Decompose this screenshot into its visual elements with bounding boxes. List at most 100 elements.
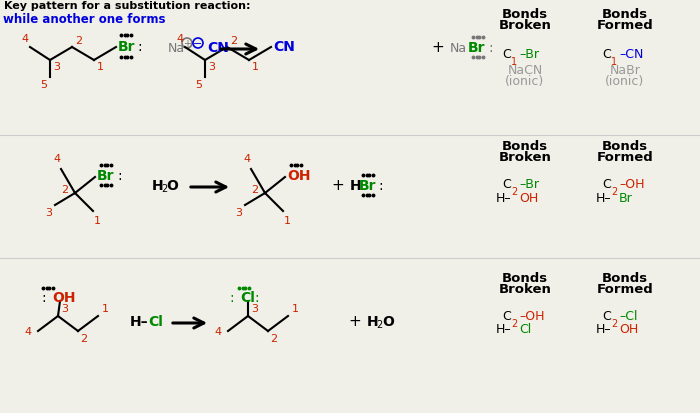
Text: :: : xyxy=(254,290,258,304)
Text: Cl: Cl xyxy=(519,323,531,336)
Text: H: H xyxy=(152,178,164,192)
Text: +: + xyxy=(349,314,361,329)
Text: 3: 3 xyxy=(53,62,60,72)
Text: 4: 4 xyxy=(25,326,32,336)
Text: (ionic): (ionic) xyxy=(606,74,645,87)
Text: Br: Br xyxy=(97,169,115,183)
Text: Cl: Cl xyxy=(148,314,163,328)
Text: –CN: –CN xyxy=(619,47,643,60)
Text: Broken: Broken xyxy=(498,151,552,164)
Text: Br: Br xyxy=(468,41,486,55)
Text: 4: 4 xyxy=(53,154,61,164)
Text: 3: 3 xyxy=(235,207,242,218)
Text: 3: 3 xyxy=(251,303,258,313)
Text: Na: Na xyxy=(450,41,467,55)
Text: O: O xyxy=(166,178,178,192)
Text: OH: OH xyxy=(519,191,538,204)
Text: H: H xyxy=(367,314,379,328)
Text: :: : xyxy=(378,178,383,192)
Text: 4: 4 xyxy=(215,326,222,336)
Text: Br: Br xyxy=(118,40,136,54)
Text: 3: 3 xyxy=(46,207,52,218)
Text: +: + xyxy=(432,40,444,55)
Text: –Br: –Br xyxy=(519,47,539,60)
Text: –Br: –Br xyxy=(519,177,539,190)
Text: Br: Br xyxy=(619,191,633,204)
Text: 2: 2 xyxy=(611,187,617,197)
Text: +: + xyxy=(332,178,344,193)
Text: Bonds: Bonds xyxy=(602,271,648,284)
Text: 3: 3 xyxy=(61,303,68,313)
Text: 1: 1 xyxy=(97,62,104,72)
Text: 5: 5 xyxy=(40,80,47,90)
Text: 2: 2 xyxy=(80,333,87,343)
Text: H–: H– xyxy=(596,323,611,336)
Text: Key pattern for a substitution reaction:: Key pattern for a substitution reaction: xyxy=(4,1,254,11)
Text: :: : xyxy=(117,169,122,183)
Text: 2: 2 xyxy=(511,318,517,328)
Text: C: C xyxy=(503,177,511,190)
Text: Br: Br xyxy=(359,178,377,192)
Text: (ionic): (ionic) xyxy=(505,74,545,87)
Text: H–: H– xyxy=(496,323,511,336)
Text: 2: 2 xyxy=(161,183,167,194)
Text: Formed: Formed xyxy=(596,282,653,295)
Text: :: : xyxy=(230,290,234,304)
Text: 2: 2 xyxy=(251,185,258,195)
Text: 2: 2 xyxy=(75,36,82,46)
Text: Na: Na xyxy=(168,41,185,55)
Text: C: C xyxy=(602,47,611,60)
Text: 3: 3 xyxy=(208,62,215,72)
Text: 4: 4 xyxy=(22,34,29,44)
Text: :: : xyxy=(41,290,46,304)
Text: :: : xyxy=(488,41,493,55)
Text: O: O xyxy=(382,314,394,328)
Text: NaCN: NaCN xyxy=(508,63,542,76)
Text: C: C xyxy=(602,177,611,190)
Text: H–: H– xyxy=(596,191,611,204)
Text: −: − xyxy=(193,39,203,49)
Text: NaBr: NaBr xyxy=(610,63,641,76)
Text: CN: CN xyxy=(207,41,229,55)
Text: while another one forms: while another one forms xyxy=(3,13,165,26)
Text: 2: 2 xyxy=(376,319,382,329)
Text: –OH: –OH xyxy=(619,177,645,190)
Text: H–: H– xyxy=(496,191,511,204)
Text: Broken: Broken xyxy=(498,282,552,295)
Text: Bonds: Bonds xyxy=(602,8,648,21)
Text: Broken: Broken xyxy=(498,19,552,32)
Text: 2: 2 xyxy=(61,185,68,195)
Text: 1: 1 xyxy=(102,303,109,313)
Text: :: : xyxy=(137,40,141,54)
Text: C: C xyxy=(503,47,511,60)
Text: 1: 1 xyxy=(511,57,517,67)
Text: Bonds: Bonds xyxy=(502,140,548,153)
Text: OH: OH xyxy=(619,323,638,336)
Text: Cl: Cl xyxy=(240,290,255,304)
Text: 4: 4 xyxy=(176,34,183,44)
Text: C: C xyxy=(503,309,511,322)
Text: OH: OH xyxy=(52,290,76,304)
Text: Formed: Formed xyxy=(596,151,653,164)
Text: 2: 2 xyxy=(270,333,277,343)
Text: OH: OH xyxy=(287,169,311,183)
Text: 2: 2 xyxy=(511,187,517,197)
Text: H: H xyxy=(350,178,362,192)
Text: Bonds: Bonds xyxy=(502,8,548,21)
Text: –Cl: –Cl xyxy=(619,309,638,322)
Text: 1: 1 xyxy=(284,216,290,225)
Text: 1: 1 xyxy=(252,62,259,72)
Text: +: + xyxy=(183,39,191,49)
Text: 4: 4 xyxy=(244,154,251,164)
Text: 2: 2 xyxy=(230,36,237,46)
Text: Bonds: Bonds xyxy=(602,140,648,153)
Text: Bonds: Bonds xyxy=(502,271,548,284)
Text: 2: 2 xyxy=(611,318,617,328)
Text: CN: CN xyxy=(273,40,295,54)
Text: 1: 1 xyxy=(292,303,299,313)
Text: Formed: Formed xyxy=(596,19,653,32)
Text: H–: H– xyxy=(130,314,148,328)
Text: –OH: –OH xyxy=(519,309,545,322)
Text: 1: 1 xyxy=(611,57,617,67)
Text: 5: 5 xyxy=(195,80,202,90)
